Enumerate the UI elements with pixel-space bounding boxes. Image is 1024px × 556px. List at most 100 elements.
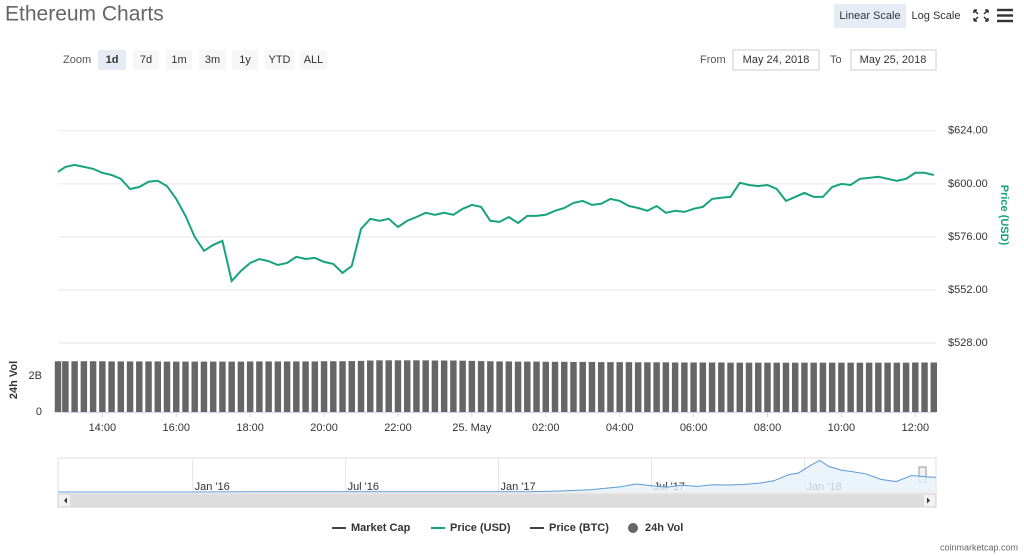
volume-bar <box>570 361 577 412</box>
x-tick-label: 14:00 <box>89 422 117 434</box>
volume-bar <box>708 362 716 412</box>
scrollbar-thumb[interactable] <box>70 495 924 506</box>
volume-bar <box>801 362 808 412</box>
volume-bar <box>662 362 670 412</box>
legend-symbol[interactable] <box>628 523 638 533</box>
volume-bar <box>727 362 734 412</box>
volume-bar <box>671 362 679 412</box>
scale-button[interactable]: Linear Scale <box>839 10 900 22</box>
volume-bar <box>330 361 337 412</box>
volume-bar <box>810 362 817 412</box>
menu-icon[interactable] <box>997 8 1013 23</box>
legend-label[interactable]: Price (BTC) <box>549 522 609 534</box>
to-date[interactable]: May 25, 2018 <box>860 54 927 66</box>
legend-label[interactable]: Price (USD) <box>450 522 511 534</box>
x-tick-label: 08:00 <box>754 422 782 434</box>
to-label: To <box>830 54 842 66</box>
y-tick-label: $528.00 <box>948 337 988 349</box>
zoom-button-bg[interactable] <box>199 50 226 70</box>
volume-bar <box>865 362 873 412</box>
volume-bar <box>930 362 938 412</box>
volume-bar <box>644 362 651 412</box>
volume-bar <box>496 361 503 412</box>
fullscreen-icon[interactable] <box>973 9 989 22</box>
volume-bar <box>884 362 891 412</box>
y-tick-label: $624.00 <box>948 125 988 137</box>
volume-bar <box>690 362 697 412</box>
volume-bar <box>403 360 411 412</box>
volume-bar <box>385 360 392 412</box>
zoom-button[interactable]: 7d <box>140 54 152 66</box>
volume-bar <box>477 361 485 412</box>
zoom-button[interactable]: 1y <box>239 54 251 66</box>
volume-bar <box>80 361 88 412</box>
volume-bar <box>791 362 799 412</box>
volume-bar <box>265 361 272 412</box>
y-tick-label: $552.00 <box>948 284 988 296</box>
zoom-button-bg[interactable] <box>98 50 126 70</box>
scale-button[interactable]: Log Scale <box>912 10 961 22</box>
volume-bar <box>228 361 235 412</box>
legend-label[interactable]: 24h Vol <box>645 522 683 534</box>
volume-bar <box>219 361 226 412</box>
zoom-button[interactable]: 3m <box>205 54 220 66</box>
x-tick-label: 02:00 <box>532 422 560 434</box>
x-tick-label: 16:00 <box>162 422 190 434</box>
y2-axis-title: 24h Vol <box>8 361 20 399</box>
volume-bar <box>828 362 836 412</box>
zoom-button[interactable]: YTD <box>269 54 291 66</box>
zoom-button-bg[interactable] <box>300 50 327 70</box>
volume-bar <box>533 361 540 412</box>
volume-bar <box>440 360 448 412</box>
from-date[interactable]: May 24, 2018 <box>743 54 810 66</box>
volume-bar <box>893 362 901 412</box>
credit: coinmarketcap.com <box>940 542 1018 552</box>
volume-bar <box>163 361 171 412</box>
volume-bar <box>302 361 309 412</box>
volume-bar <box>634 362 642 412</box>
zoom-button-bg[interactable] <box>265 50 294 70</box>
zoom-button[interactable]: 1d <box>106 54 119 66</box>
zoom-button-bg[interactable] <box>232 50 258 70</box>
zoom-button[interactable]: 1m <box>171 54 186 66</box>
x-tick-label: 04:00 <box>606 422 634 434</box>
volume-bar <box>256 361 263 412</box>
volume-bar <box>274 361 282 412</box>
from-label: From <box>700 54 726 66</box>
zoom-button[interactable]: ALL <box>304 54 324 66</box>
navigator-tick-label: Jan '17 <box>501 481 536 493</box>
page-title: Ethereum Charts <box>5 3 164 26</box>
to-input[interactable] <box>850 49 937 71</box>
legend-label[interactable]: Market Cap <box>351 522 411 534</box>
y-axis-title: Price (USD) <box>998 185 1010 246</box>
volume-bar <box>209 361 217 412</box>
navigator-tick-label: Jan '16 <box>195 481 230 493</box>
volume-bar <box>616 362 623 412</box>
volume-bar <box>607 362 614 412</box>
volume-bar <box>394 360 402 412</box>
volume-bar <box>126 361 134 412</box>
volume-bar <box>311 361 319 412</box>
x-tick-label: 18:00 <box>236 422 264 434</box>
volume-bar <box>173 361 180 412</box>
zoom-label: Zoom <box>63 54 91 66</box>
zoom-button-bg[interactable] <box>166 50 192 70</box>
volume-bar <box>875 362 882 412</box>
scale-button-bg[interactable] <box>834 4 906 28</box>
volume-bar <box>376 360 383 412</box>
volume-bar <box>773 362 780 412</box>
y2-tick-label: 0 <box>36 406 42 418</box>
volume-bar <box>237 361 245 412</box>
from-input[interactable] <box>732 49 820 71</box>
price-line <box>57 163 935 284</box>
x-tick-label: 22:00 <box>384 422 412 434</box>
x-tick-label: 12:00 <box>902 422 930 434</box>
volume-bar <box>339 361 346 412</box>
y2-tick-label: 2B <box>29 370 42 382</box>
volume-bar <box>487 361 494 412</box>
zoom-button-bg[interactable] <box>133 50 159 70</box>
volume-bar <box>579 361 586 412</box>
volume-bar <box>108 361 115 412</box>
volume-bar <box>154 361 161 412</box>
